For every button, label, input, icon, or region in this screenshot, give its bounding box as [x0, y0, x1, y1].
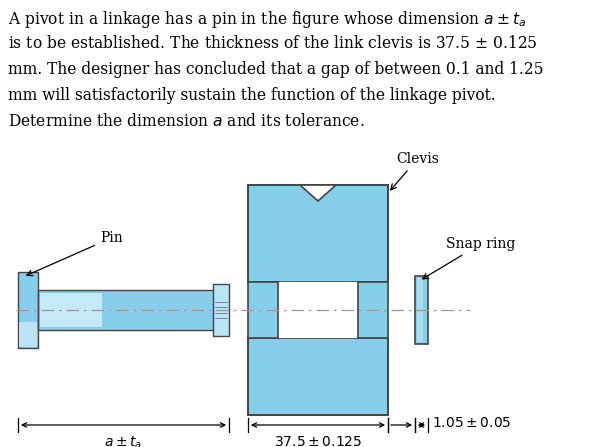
Text: is to be established. The thickness of the link clevis is 37.5 $\pm$ 0.125: is to be established. The thickness of t…	[8, 35, 538, 52]
Bar	[248, 338, 388, 415]
Bar	[248, 185, 388, 282]
Bar	[40, 293, 102, 327]
Text: Clevis: Clevis	[391, 152, 439, 190]
Bar	[248, 282, 278, 338]
Bar	[358, 282, 388, 338]
Text: Pin: Pin	[27, 231, 123, 276]
Polygon shape	[300, 185, 336, 201]
Text: $37.5\pm0.125$: $37.5\pm0.125$	[274, 435, 362, 447]
Bar	[18, 272, 38, 348]
Bar	[38, 290, 215, 330]
Bar	[278, 282, 358, 338]
Bar	[213, 284, 229, 336]
Text: mm will satisfactorily sustain the function of the linkage pivot.: mm will satisfactorily sustain the funct…	[8, 87, 496, 104]
Text: Determine the dimension $a$ and its tolerance.: Determine the dimension $a$ and its tole…	[8, 113, 365, 130]
Text: $1.05\pm0.05$: $1.05\pm0.05$	[432, 416, 512, 430]
Bar	[417, 278, 423, 342]
Text: A pivot in a linkage has a pin in the figure whose dimension $a \pm t_a$: A pivot in a linkage has a pin in the fi…	[8, 9, 527, 30]
Bar	[415, 276, 428, 344]
Bar	[19, 322, 37, 347]
Text: Snap ring: Snap ring	[422, 237, 515, 279]
Text: mm. The designer has concluded that a gap of between 0.1 and 1.25: mm. The designer has concluded that a ga…	[8, 61, 544, 78]
Text: $a \pm t_a$: $a \pm t_a$	[104, 435, 143, 447]
